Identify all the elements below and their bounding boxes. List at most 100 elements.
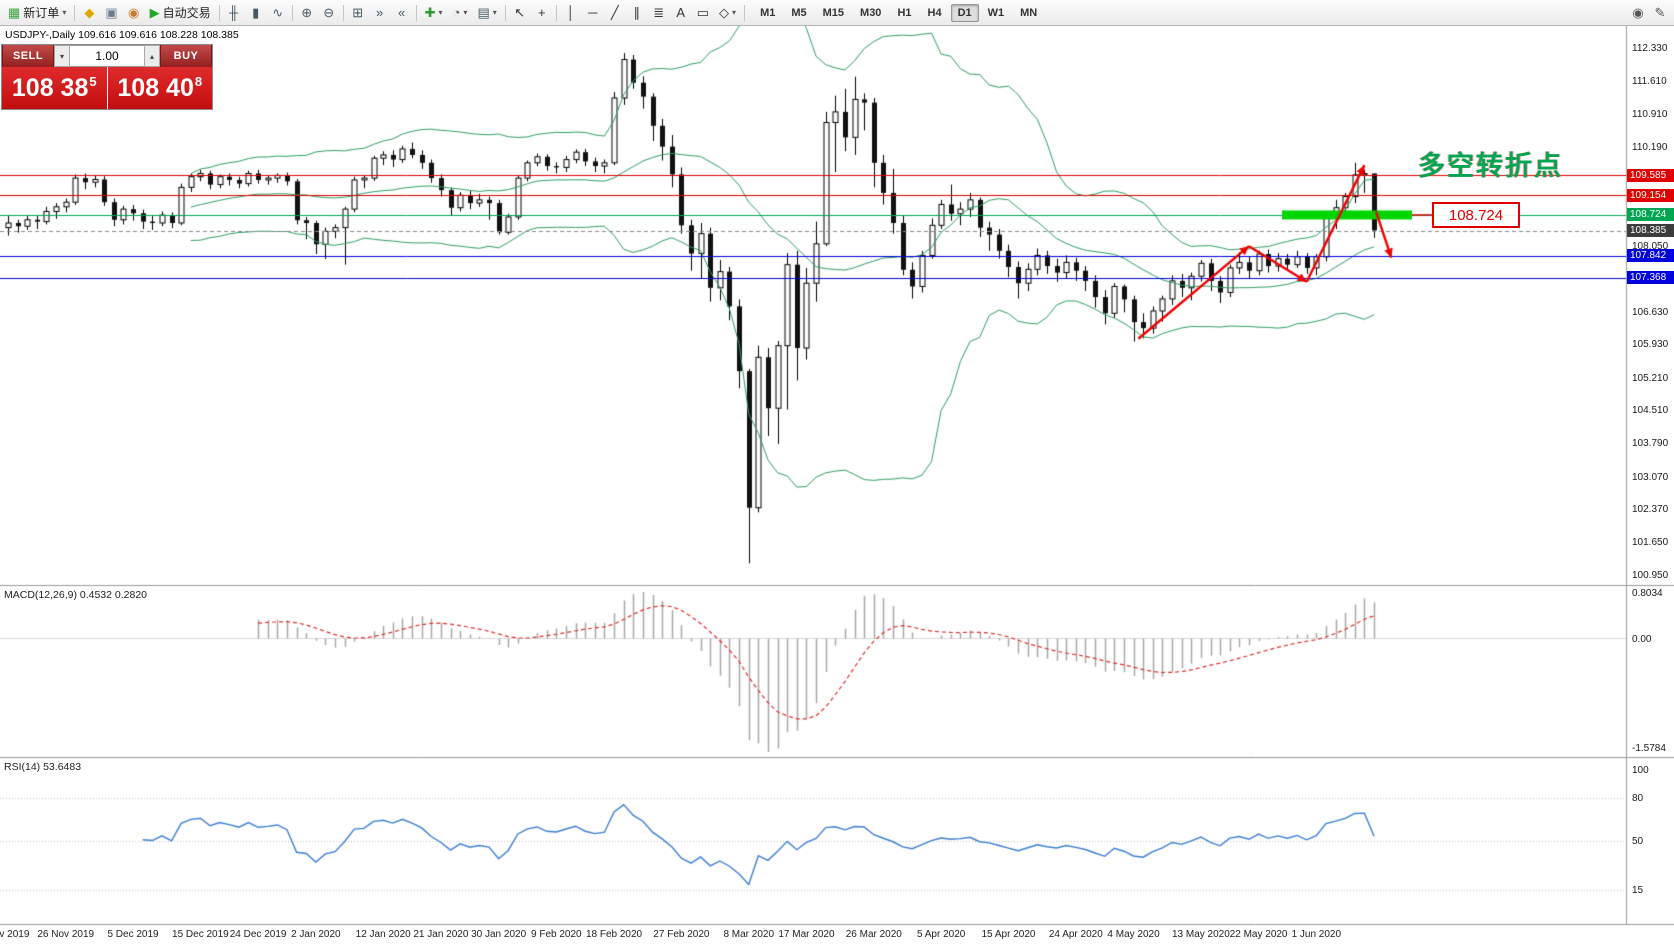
auto-trading-button[interactable]: ▶ 自动交易 [146, 3, 215, 23]
cursor-icon: ↖ [514, 5, 526, 20]
symbol-ohlc-line: USDJPY-,Daily 109.616 109.616 108.228 10… [5, 29, 239, 41]
buy-button[interactable]: BUY [160, 45, 212, 67]
new-order-button[interactable]: ▦ 新订单 ▾ [4, 3, 70, 23]
toolbar-separator [74, 4, 76, 21]
zoom-in-button[interactable]: ⊕ [297, 3, 317, 23]
buy-price[interactable]: 108 40 8 [106, 67, 212, 109]
print-button[interactable]: ▣ [101, 3, 121, 23]
text-icon: A [676, 5, 686, 20]
timeframe-m30[interactable]: M30 [853, 4, 888, 22]
vertical-line-icon: │ [566, 5, 575, 20]
trendline-button[interactable]: ╱ [605, 3, 625, 23]
tile-windows-icon: ⊞ [352, 5, 364, 20]
expert-advisors-icon: ◆ [84, 5, 95, 20]
volume-increase-button[interactable]: ▴ [144, 45, 160, 67]
templates-icon: ▤ [477, 5, 490, 20]
toolbar-separator [504, 4, 506, 21]
zoom-out-icon: ⊖ [323, 5, 335, 20]
volume-input[interactable] [70, 45, 144, 67]
turning-point-annotation: 多空转折点 [1418, 151, 1563, 181]
chart-canvas[interactable] [0, 26, 1674, 948]
volume-decrease-button[interactable]: ▾ [54, 45, 70, 67]
indicators-caret-icon: ▾ [438, 8, 443, 17]
periods-caret-icon: ▾ [463, 8, 468, 17]
trade-controls-row: SELL ▾ ▴ BUY [2, 45, 212, 67]
toolbar-separator [555, 4, 557, 21]
toolbar-separator [744, 4, 746, 21]
crosshair-icon: + [537, 5, 546, 20]
arrows-icon: ◇ [719, 5, 730, 20]
timeframe-w1[interactable]: W1 [981, 4, 1012, 22]
chart-window: 112.330 111.610 110.910 110.190 108.050 106.6… [0, 26, 1674, 948]
toolbar-separator [415, 4, 417, 21]
bar-chart-button[interactable]: ╫ [224, 3, 244, 23]
toolbar-separator [218, 4, 220, 21]
quick-edit-button[interactable]: ✎ [1650, 3, 1670, 23]
timeframe-bar: M1 M5 M15 M30 H1 H4 D1 W1 MN [752, 3, 1045, 22]
search-button[interactable]: ◉ [1628, 3, 1648, 23]
templates-button[interactable]: ▤ ▾ [473, 3, 500, 23]
indicators-button[interactable]: ✚ ▾ [421, 3, 447, 23]
timeframe-mn[interactable]: MN [1013, 4, 1044, 22]
new-order-label: 新订单 [23, 6, 60, 20]
auto-scroll-button[interactable]: » [370, 3, 390, 23]
periods-icon: ◔ [452, 5, 461, 20]
crosshair-button[interactable]: + [532, 3, 552, 23]
macd-indicator-label: MACD(12,26,9) 0.4532 0.2820 [4, 589, 148, 601]
rsi-indicator-label: RSI(14) 53.6483 [4, 761, 82, 773]
new-order-icon: ▦ [8, 5, 21, 20]
alerts-button[interactable]: ◉ [124, 3, 144, 23]
horizontal-line-button[interactable]: ─ [583, 3, 603, 23]
zoom-in-icon: ⊕ [301, 5, 313, 20]
buy-price-sup: 8 [194, 73, 203, 89]
zoom-out-button[interactable]: ⊖ [319, 3, 339, 23]
horizontal-line-icon: ─ [588, 5, 598, 20]
toolbar-separator [291, 4, 293, 21]
vertical-line-button[interactable]: │ [561, 3, 581, 23]
timeframe-m1[interactable]: M1 [753, 4, 782, 22]
cursor-button[interactable]: ↖ [510, 3, 530, 23]
line-chart-button[interactable]: ∿ [268, 3, 288, 23]
alerts-icon: ◉ [127, 5, 140, 20]
one-click-trade-widget: SELL ▾ ▴ BUY 108 385 108 408 [1, 44, 213, 110]
timeframe-h4[interactable]: H4 [921, 4, 949, 22]
buy-price-main: 108 40 [117, 73, 194, 102]
caret-up-icon: ▴ [149, 51, 154, 61]
auto-trading-label: 自动交易 [162, 6, 211, 20]
templates-caret-icon: ▾ [492, 8, 497, 17]
chart-shift-button[interactable]: « [392, 3, 412, 23]
text-button[interactable]: A [671, 3, 691, 23]
tile-windows-button[interactable]: ⊞ [348, 3, 368, 23]
toolbar: ▦ 新订单 ▾ ◆ ▣ ◉ ▶ 自动交易 ╫ ▮ ∿ ⊕ ⊖ ⊞» «✚ ▾ ◔ ▾ ▤ ▾ ↖ + │ ─ ╱ ∥ ≣ A ▭ ◇ ▾ M1… [0, 0, 1674, 26]
sell-button[interactable]: SELL [2, 45, 54, 67]
timeframe-d1[interactable]: D1 [950, 3, 979, 22]
arrows-button[interactable]: ◇ ▾ [715, 3, 740, 23]
text-label-button[interactable]: ▭ [693, 3, 713, 23]
timeframe-m15[interactable]: M15 [816, 4, 851, 22]
periods-button[interactable]: ◔ ▾ [449, 3, 472, 23]
chart-shift-icon: « [398, 5, 406, 20]
fibonacci-icon: ≣ [653, 5, 665, 20]
new-order-caret-icon: ▾ [62, 8, 67, 17]
equidistant-channel-button[interactable]: ∥ [627, 3, 647, 23]
auto-scroll-icon: » [376, 5, 384, 20]
indicators-icon: ✚ [424, 5, 436, 20]
caret-down-icon: ▾ [59, 51, 64, 61]
expert-advisors-button[interactable]: ◆ [79, 3, 99, 23]
support-price-callout: 108.724 [1432, 202, 1520, 228]
sell-price-main: 108 38 [11, 73, 89, 102]
auto-trading-icon: ▶ [149, 5, 160, 20]
text-label-icon: ▭ [696, 5, 710, 20]
arrows-caret-icon: ▾ [732, 8, 737, 17]
line-chart-icon: ∿ [272, 5, 284, 20]
sell-price-sup: 5 [89, 73, 97, 89]
fibonacci-button[interactable]: ≣ [649, 3, 669, 23]
timeframe-h1[interactable]: H1 [890, 4, 918, 22]
timeframe-m5[interactable]: M5 [784, 4, 813, 22]
candlestick-chart-button[interactable]: ▮ [246, 3, 266, 23]
equidistant-channel-icon: ∥ [633, 5, 641, 20]
trendline-icon: ╱ [610, 5, 619, 20]
sell-price[interactable]: 108 38 5 [2, 67, 107, 109]
candlestick-chart-icon: ▮ [252, 5, 260, 20]
bar-chart-icon: ╫ [229, 5, 239, 20]
